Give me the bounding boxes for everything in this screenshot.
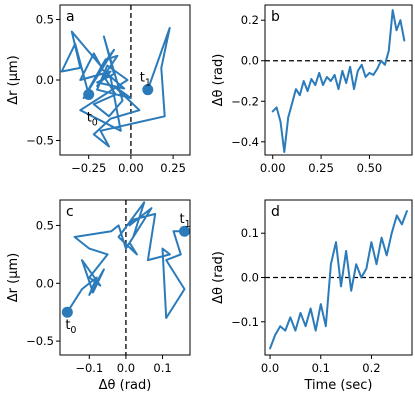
x-tick-label: 0.25 — [308, 161, 334, 175]
y-tick-label: −0.1 — [231, 315, 259, 329]
x-tick-label: 0.0 — [117, 361, 135, 375]
panel-label: c — [66, 204, 74, 220]
panel-a: t0 t1 −0.25 0.00 0.25 −0.5 0.0 0.5 a Δr (μm) — [6, 4, 191, 175]
x-axis-label: Δθ (rad) — [99, 378, 152, 393]
x-tick-label: 0.1 — [312, 361, 330, 375]
panel-d: 0.0 0.1 0.2 −0.1 0.0 0.1 d Δθ (rad) Time (sec) — [211, 199, 413, 393]
y-axis-label: Δr (μm) — [6, 253, 21, 302]
start-label: t0 — [87, 111, 98, 129]
start-label: t0 — [65, 318, 76, 336]
end-point-marker — [179, 225, 191, 237]
x-tick-label: 0.0 — [261, 361, 279, 375]
data-series-line — [271, 9, 406, 153]
y-tick-label: 0.5 — [36, 13, 54, 27]
panel-c: t0 t1 −0.1 0.0 0.1 −0.5 0.0 0.5 c Δr (μm) Δθ (rad) — [6, 199, 191, 393]
y-tick-label: −0.2 — [231, 94, 259, 108]
x-tick-label: 0.50 — [357, 161, 383, 175]
y-tick-label: 0.0 — [241, 54, 259, 68]
data-series-line — [60, 27, 171, 148]
y-tick-label: −0.4 — [231, 135, 259, 149]
x-tick-label: −0.1 — [75, 361, 103, 375]
plot-frame — [59, 199, 191, 356]
y-tick-label: 0.0 — [36, 276, 54, 290]
x-tick-label: 0.00 — [260, 161, 286, 175]
end-label: t1 — [140, 71, 151, 89]
plot-frame — [264, 4, 413, 156]
x-axis-label: Time (sec) — [303, 378, 372, 393]
y-tick-label: 0.1 — [241, 226, 259, 240]
y-axis-label: Δθ (rad) — [211, 251, 226, 304]
end-point-marker — [142, 84, 154, 96]
panel-label: b — [271, 9, 280, 25]
data-series-line — [269, 210, 408, 350]
y-axis-label: Δθ (rad) — [211, 54, 226, 107]
start-point-marker — [61, 306, 73, 318]
data-series-line — [66, 201, 186, 319]
panel-label: a — [66, 9, 75, 25]
x-tick-label: 0.25 — [160, 161, 186, 175]
y-tick-label: −0.5 — [26, 334, 54, 348]
x-tick-label: −0.25 — [71, 161, 106, 175]
start-point-marker — [83, 89, 95, 101]
y-tick-label: −0.5 — [26, 133, 54, 147]
x-tick-label: 0.00 — [118, 161, 144, 175]
y-tick-label: 0.0 — [36, 73, 54, 87]
panel-label: d — [271, 204, 280, 220]
y-tick-label: 0.2 — [241, 13, 259, 27]
panel-b: 0.00 0.25 0.50 −0.4 −0.2 0.0 0.2 b Δθ (rad) — [211, 4, 413, 175]
y-axis-label: Δr (μm) — [6, 55, 21, 104]
y-tick-label: 0.0 — [241, 271, 259, 285]
x-tick-label: 0.1 — [153, 361, 171, 375]
end-label: t1 — [180, 212, 191, 230]
x-tick-label: 0.2 — [362, 361, 380, 375]
y-tick-label: 0.5 — [36, 218, 54, 232]
